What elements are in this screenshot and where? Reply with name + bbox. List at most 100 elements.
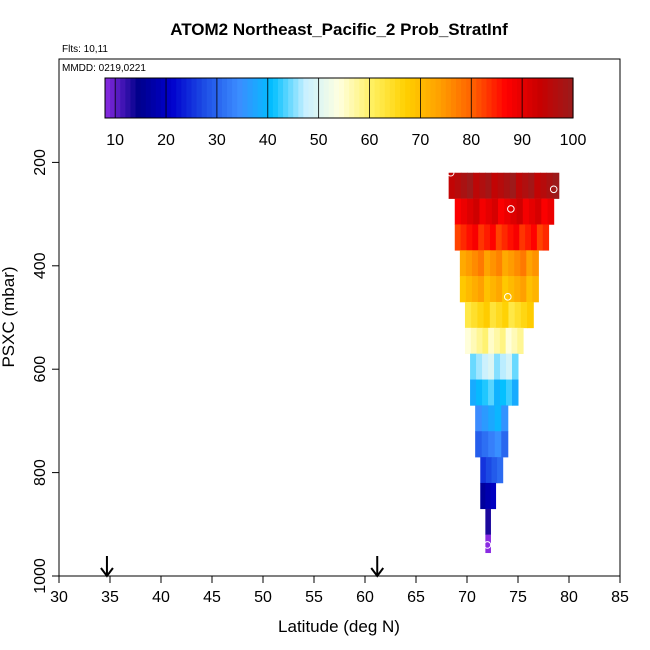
data-cell — [502, 250, 509, 277]
data-cell — [473, 198, 480, 225]
colorbar-segment — [130, 78, 137, 118]
data-cell — [528, 172, 535, 199]
data-cell — [510, 198, 518, 225]
colorbar-segment — [496, 78, 503, 118]
data-cell — [466, 224, 473, 251]
data-cell — [477, 250, 485, 277]
colorbar-segment — [466, 78, 472, 118]
colorbar-segment — [405, 78, 411, 118]
colorbar-segment — [288, 78, 294, 118]
data-cell — [485, 457, 492, 484]
data-cell — [502, 301, 509, 329]
data-cell — [476, 379, 483, 406]
data-cell — [541, 198, 549, 225]
data-cell — [540, 172, 548, 199]
colorbar-segment — [557, 78, 564, 118]
data-cell — [509, 172, 517, 199]
colorbar-tick-label: 30 — [208, 132, 226, 149]
x-tick-label: 55 — [305, 589, 323, 606]
data-cell — [467, 198, 474, 225]
x-axis: 30 35 40 45 50 55 60 65 70 75 80 85 — [50, 575, 629, 606]
colorbar-segment — [445, 78, 452, 118]
colorbar-tick-label: 90 — [513, 132, 531, 149]
data-cell — [496, 250, 503, 277]
data-cell — [482, 327, 489, 354]
y-tick-label: 800 — [32, 459, 49, 486]
data-cell — [459, 250, 467, 277]
colorbar-segment — [211, 78, 218, 118]
colorbar-segment — [506, 78, 513, 118]
flight-arrows — [100, 556, 385, 578]
data-cell — [507, 224, 514, 251]
x-tick-label: 70 — [458, 589, 476, 606]
data-cell — [495, 224, 503, 251]
data-cell — [460, 224, 467, 251]
data-cell — [517, 327, 524, 354]
data-cell — [504, 198, 511, 225]
colorbar-segment — [415, 78, 421, 118]
data-cell — [497, 172, 505, 199]
colorbar-segment — [160, 78, 167, 118]
colorbar-segment — [394, 78, 401, 118]
x-tick-label: 50 — [254, 589, 272, 606]
colorbar-segment — [242, 78, 249, 118]
data-cell — [502, 276, 509, 303]
colorbar-segment — [389, 78, 396, 118]
data-cell — [547, 198, 555, 225]
data-cell — [477, 276, 485, 303]
colorbar-segment — [298, 78, 304, 118]
data-cell — [499, 327, 507, 354]
colorbar-tick-label: 70 — [411, 132, 429, 149]
data-cell — [448, 172, 456, 199]
colorbar-segment — [547, 78, 554, 118]
colorbar-segment — [339, 78, 345, 118]
y-tick-label: 400 — [32, 252, 49, 279]
data-cell — [471, 276, 479, 303]
colorbar-segment — [145, 78, 152, 118]
colorbar-segment — [384, 78, 391, 118]
data-cell — [498, 198, 505, 225]
data-cell — [465, 276, 473, 303]
data-cell — [506, 379, 513, 406]
colorbar-segment — [257, 78, 264, 118]
data-cell — [484, 250, 491, 277]
data-cell — [467, 172, 474, 199]
colorbar-segment — [135, 78, 142, 118]
colorbar-segment — [277, 78, 284, 118]
data-cell — [512, 379, 519, 406]
data-cell — [481, 431, 489, 458]
data-cell — [519, 224, 526, 251]
data-cell — [526, 276, 533, 303]
data-cell — [494, 379, 501, 406]
colorbar-segment — [374, 78, 381, 118]
colorbar-segment — [567, 78, 574, 118]
colorbar-segment — [272, 78, 279, 118]
data-cell — [481, 405, 489, 432]
data-points — [446, 168, 558, 549]
data-point — [504, 293, 512, 301]
data-cell — [464, 301, 472, 329]
colorbar-segment — [176, 78, 182, 118]
x-tick-label: 85 — [611, 589, 629, 606]
y-axis-label: PSXC (mbar) — [0, 266, 18, 367]
colorbar-segment — [517, 78, 523, 118]
data-cell — [471, 301, 478, 329]
colorbar-tick-label: 40 — [259, 132, 277, 149]
data-cell — [542, 224, 550, 251]
data-cell — [522, 198, 530, 225]
data-cell — [470, 327, 478, 354]
colorbar-segment — [222, 78, 228, 118]
colorbar-segment — [333, 78, 340, 118]
colorbar-segment — [181, 78, 187, 118]
colorbar-segment — [308, 78, 315, 118]
x-tick-label: 45 — [203, 589, 221, 606]
colorbar-segment — [430, 78, 437, 118]
y-tick-label: 200 — [32, 149, 49, 176]
data-cell — [501, 405, 509, 432]
colorbar-segment — [201, 78, 208, 118]
colorbar-segment — [435, 78, 442, 118]
data-cell — [512, 353, 519, 380]
data-cell — [470, 353, 477, 380]
colorbar-segment — [456, 78, 462, 118]
chart-title: ATOM2 Northeast_Pacific_2 Prob_StratInf — [170, 20, 508, 39]
